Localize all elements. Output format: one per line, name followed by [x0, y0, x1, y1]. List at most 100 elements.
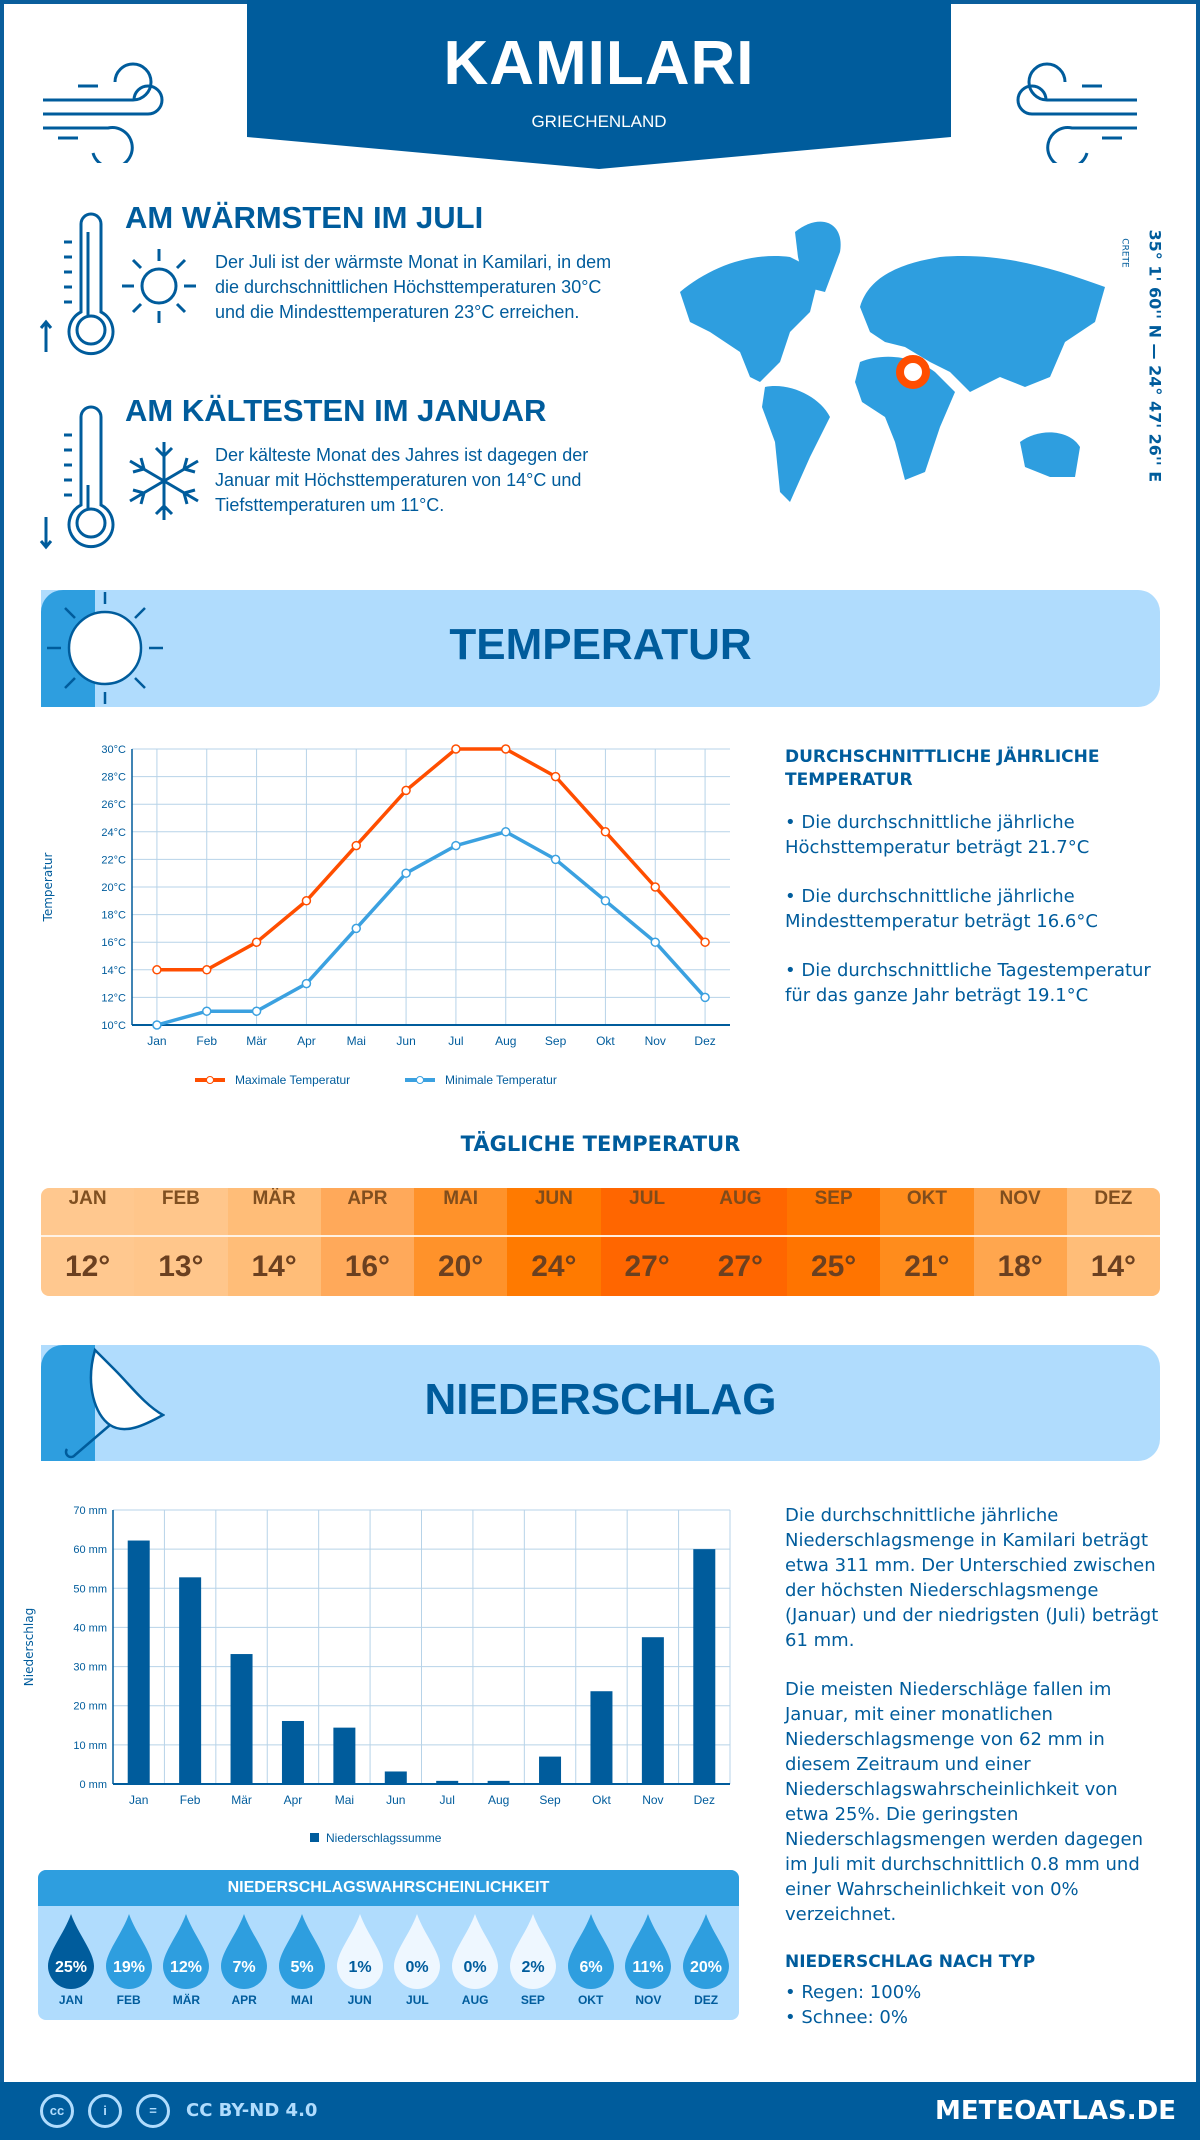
x-tick-label: Mär [231, 1793, 252, 1807]
probability-month: DEZ [694, 1993, 719, 2007]
probability-value: 11% [633, 1959, 664, 1976]
y-tick-label: 40 mm [73, 1622, 107, 1634]
x-tick-label: Apr [284, 1793, 303, 1807]
x-tick-label: Nov [645, 1034, 666, 1048]
precipitation-title: NIEDERSCHLAG [424, 1375, 777, 1424]
coordinates: 35° 1' 60'' N — 24° 47' 26'' E [1145, 229, 1165, 483]
daily-value: 25° [810, 1249, 857, 1283]
probability-month: JUL [406, 1993, 429, 2007]
x-tick-label: Okt [596, 1034, 615, 1048]
x-tick-label: Jan [129, 1793, 148, 1807]
probability-month: SEP [520, 1993, 545, 2007]
probability-value: 25% [55, 1959, 87, 1976]
x-tick-label: Mai [347, 1034, 366, 1048]
bar-nov [641, 1637, 664, 1784]
by-attribution-icon[interactable]: i [88, 2094, 122, 2128]
raindrop-icon: 25% [47, 1914, 94, 1989]
x-tick-label: Dez [694, 1034, 715, 1048]
data-point [152, 965, 162, 975]
y-axis-label: Temperatur [41, 852, 55, 922]
daily-month: MÄR [227, 1188, 321, 1237]
site-link[interactable]: METEOATLAS.DE [934, 2096, 1176, 2126]
north-america [680, 256, 820, 382]
location-marker [896, 355, 930, 389]
probability-drop: 6% OKT [564, 1912, 618, 2007]
bar-sep [539, 1756, 562, 1784]
daily-month: NOV [973, 1188, 1067, 1237]
probability-value: 12% [170, 1959, 202, 1976]
daily-month: JUL [600, 1188, 694, 1237]
y-tick-label: 12°C [101, 992, 126, 1004]
warmest-heading: AM WÄRMSTEN IM JULI [125, 200, 484, 235]
wind-icon-left [43, 62, 164, 163]
no-derivatives-icon[interactable]: = [136, 2094, 170, 2128]
type-rain: • Regen: 100% [785, 1982, 922, 2003]
raindrop-icon: 20% [683, 1914, 730, 1989]
probability-drop: 12% MÄR [159, 1912, 213, 2007]
license-label[interactable]: CC BY-ND 4.0 [186, 2100, 318, 2121]
legend-label: Minimale Temperatur [445, 1073, 557, 1087]
probability-month: AUG [461, 1993, 489, 2007]
probability-drop: 1% JUN [333, 1912, 387, 2007]
daily-col-apr: APR 16° [320, 1188, 414, 1296]
summary-max: • Die durchschnittliche jährliche Höchst… [785, 812, 1090, 858]
raindrop-icon: 2% [509, 1914, 556, 1989]
bar-jan [127, 1540, 150, 1784]
daily-month: AUG [693, 1188, 787, 1237]
daily-month: OKT [880, 1188, 974, 1237]
y-tick-label: 24°C [101, 827, 126, 839]
legend-swatch [310, 1833, 319, 1842]
region-label: CRETE [1119, 238, 1130, 268]
umbrella-icon [64, 1347, 165, 1459]
y-tick-label: 14°C [101, 965, 126, 977]
raindrop-icon: 11% [625, 1914, 672, 1989]
snowflake-icon [129, 442, 199, 520]
world-map [680, 221, 1105, 502]
probability-drop: 7% APR [217, 1912, 271, 2007]
type-snow: • Schnee: 0% [785, 2007, 908, 2028]
daily-col-jul: JUL 27° [600, 1188, 694, 1296]
data-point [301, 978, 312, 989]
coldest-heading: AM KÄLTESTEN IM JANUAR [125, 393, 547, 428]
banner-tab [41, 1345, 95, 1461]
raindrop-icon: 0% [452, 1914, 499, 1989]
probability-drop: 2% SEP [506, 1912, 560, 2007]
daily-month: MAI [414, 1188, 508, 1237]
probability-month: MÄR [172, 1993, 201, 2007]
thermometer-warm-icon [39, 212, 115, 356]
x-tick-label: Mai [335, 1793, 354, 1807]
precipitation-text-1: Die durchschnittliche jährliche Niedersc… [785, 1505, 1159, 1651]
probability-drop: 11% NOV [621, 1912, 675, 2007]
y-tick-label: 20 mm [73, 1701, 107, 1713]
probability-drop: 20% DEZ [679, 1912, 733, 2007]
raindrop-icon: 7% [221, 1914, 268, 1989]
daily-month: JUN [507, 1188, 601, 1237]
y-tick-label: 50 mm [73, 1583, 107, 1595]
precipitation-type-heading: NIEDERSCHLAG NACH TYP [785, 1952, 1036, 1972]
data-point [351, 923, 361, 934]
x-tick-label: Jul [440, 1793, 455, 1807]
daily-month: FEB [134, 1188, 228, 1237]
precipitation-probability: NIEDERSCHLAGSWAHRSCHEINLICHKEIT 25% JAN 19… [38, 1870, 739, 2020]
bar-apr [281, 1720, 304, 1784]
bar-jun [384, 1771, 407, 1784]
precipitation-text-2: Die meisten Niederschläge fallen im Janu… [785, 1679, 1143, 1925]
data-point [650, 882, 660, 892]
probability-value: 1% [348, 1959, 371, 1976]
x-tick-label: Okt [592, 1793, 611, 1807]
probability-value: 0% [464, 1959, 487, 1976]
data-point [501, 827, 511, 837]
cc-icon[interactable]: cc [40, 2094, 74, 2128]
y-tick-label: 16°C [101, 937, 126, 949]
page-title: KAMILARI [443, 29, 755, 98]
x-tick-label: Dez [694, 1793, 715, 1807]
data-point [451, 744, 461, 754]
probability-value: 6% [579, 1959, 602, 1976]
title-banner [247, 0, 951, 169]
x-tick-label: Aug [488, 1793, 509, 1807]
temperature-summary-heading: DURCHSCHNITTLICHE JÄHRLICHE TEMPERATUR [785, 747, 1100, 790]
probability-value: 0% [406, 1959, 429, 1976]
x-tick-label: Feb [196, 1034, 217, 1048]
raindrop-icon: 1% [336, 1914, 383, 1989]
x-tick-label: Jul [448, 1034, 463, 1048]
